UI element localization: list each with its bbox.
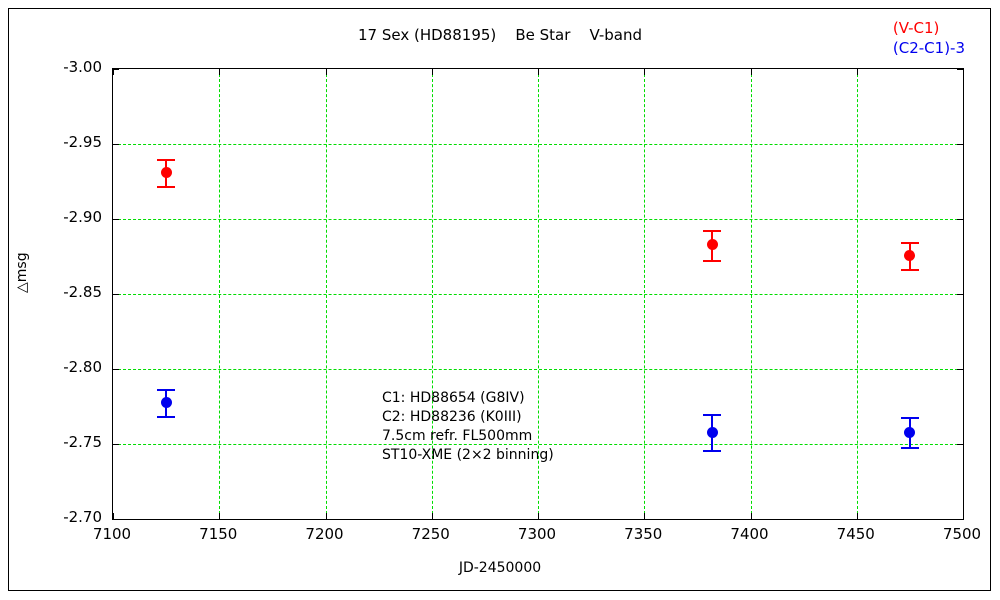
data-point-marker	[706, 239, 718, 250]
data-point-marker	[904, 426, 916, 438]
annotation-line-c2: C2: HD88236 (K0III)	[382, 409, 522, 425]
gridline-horizontal	[113, 369, 963, 370]
gridline-vertical	[325, 69, 327, 519]
x-tick-label: 7300	[517, 525, 557, 543]
x-tick-label: 7500	[942, 525, 982, 543]
x-axis-tick	[856, 513, 858, 519]
error-bar-cap	[900, 447, 919, 449]
chart-title: 17 Sex (HD88195) Be Star V-band	[358, 26, 642, 44]
gridline-horizontal	[113, 219, 963, 220]
error-bar-cap	[703, 450, 722, 452]
x-axis-tick	[963, 513, 964, 519]
x-axis-tick	[538, 513, 539, 519]
x-axis-tick	[750, 69, 752, 75]
annotation-line-telescope: 7.5cm refr. FL500mm	[382, 428, 533, 444]
x-axis-tick	[431, 513, 433, 519]
x-tick-label: 7100	[92, 525, 132, 543]
x-tick-label: 7250	[411, 525, 450, 543]
image-border	[8, 8, 991, 591]
y-axis-tick	[957, 144, 963, 145]
error-bar-cap	[900, 268, 919, 271]
gridline-vertical	[750, 69, 752, 519]
x-axis-tick	[325, 69, 327, 75]
x-axis-tick	[963, 69, 964, 75]
error-bar-cap	[157, 186, 176, 188]
y-axis-tick	[113, 294, 119, 295]
error-bar-cap	[900, 241, 919, 244]
x-axis-tick	[219, 513, 221, 519]
error-bar-cap	[900, 417, 919, 419]
y-axis-tick	[957, 519, 963, 520]
x-tick-label: 7200	[305, 525, 344, 543]
gridline-horizontal	[113, 294, 963, 295]
gridline-vertical	[219, 69, 221, 519]
x-axis-tick	[325, 513, 327, 519]
x-axis-tick	[113, 69, 114, 75]
data-point-marker	[706, 426, 718, 438]
annotation-line-camera: ST10-XME (2×2 binning)	[382, 447, 554, 463]
y-tick-label: -2.85	[63, 283, 102, 301]
legend-entry-v-c1: (V-C1)	[892, 19, 940, 37]
data-point-marker	[904, 249, 916, 261]
y-axis-tick	[113, 144, 119, 145]
y-axis-tick	[957, 219, 963, 220]
x-tick-label: 7450	[836, 525, 875, 543]
x-tick-label: 7150	[199, 525, 238, 543]
data-point-marker	[160, 167, 172, 178]
y-tick-label: -3.00	[63, 58, 102, 76]
error-bar-cap	[703, 259, 722, 262]
x-axis-tick	[113, 513, 114, 519]
x-axis-tick	[644, 69, 646, 75]
error-bar-cap	[703, 414, 722, 416]
y-axis-tick	[957, 69, 963, 70]
gridline-horizontal	[113, 144, 963, 145]
y-axis-tick	[113, 519, 119, 520]
y-tick-label: -2.95	[63, 133, 102, 151]
y-axis-tick	[113, 219, 119, 220]
y-axis-tick	[957, 444, 963, 445]
gridline-vertical	[856, 69, 858, 519]
y-tick-label: -2.80	[63, 358, 102, 376]
y-tick-label: -2.75	[63, 433, 102, 451]
x-axis-tick	[219, 69, 221, 75]
legend: (V-C1) (C2-C1)-3	[893, 18, 965, 58]
data-point-marker	[160, 396, 172, 408]
x-axis-tick	[644, 513, 646, 519]
error-bar-cap	[157, 159, 176, 161]
error-bar-cap	[703, 229, 722, 232]
x-tick-label: 7350	[624, 525, 663, 543]
y-axis-tick	[113, 444, 119, 445]
y-tick-label: -2.70	[63, 508, 102, 526]
annotation-block: C1: HD88654 (G8IV) C2: HD88236 (K0III) 7…	[382, 389, 554, 465]
error-bar-cap	[157, 415, 176, 418]
y-axis-tick	[113, 69, 119, 70]
y-axis-tick	[957, 369, 963, 370]
annotation-line-c1: C1: HD88654 (G8IV)	[382, 390, 525, 406]
x-axis-tick	[750, 513, 752, 519]
gridline-vertical	[644, 69, 646, 519]
x-axis-tick	[856, 69, 858, 75]
y-axis-tick	[957, 294, 963, 295]
x-axis-label: JD-2450000	[458, 560, 542, 576]
legend-entry-c2-c1: (C2-C1)-3	[892, 39, 965, 57]
y-axis-tick	[113, 369, 119, 370]
x-axis-tick	[538, 69, 539, 75]
x-axis-tick	[431, 69, 433, 75]
error-bar-cap	[157, 388, 176, 391]
y-tick-label: -2.90	[63, 208, 102, 226]
x-tick-label: 7400	[730, 525, 769, 543]
